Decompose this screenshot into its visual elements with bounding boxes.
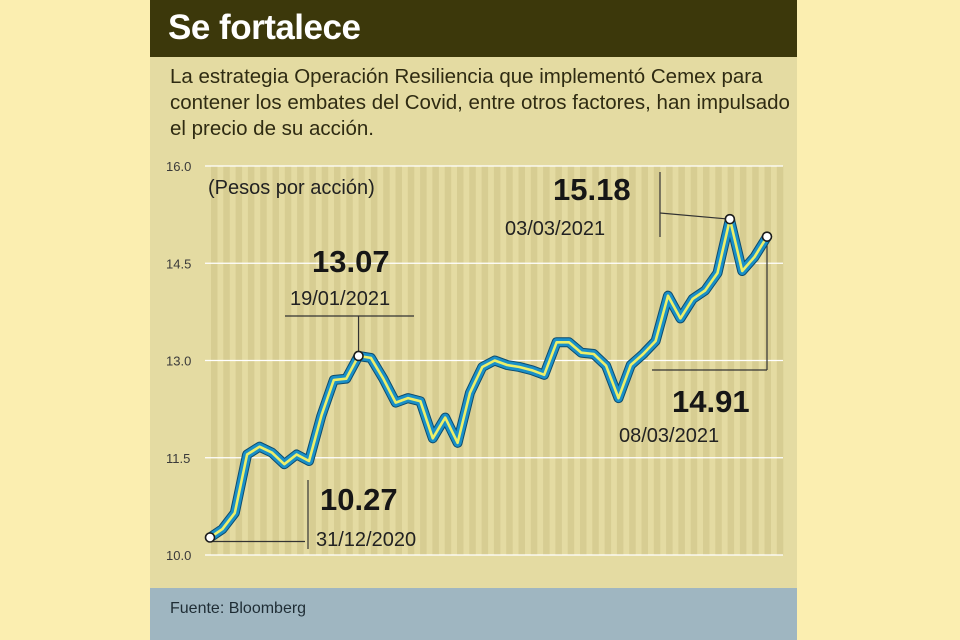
chart-subtitle: La estrategia Operación Resiliencia que … <box>170 65 790 140</box>
leader-peak-h <box>659 212 730 220</box>
y-tick-label: 14.5 <box>166 256 191 271</box>
y-tick-label: 11.5 <box>166 451 190 466</box>
series-line-inner <box>208 217 769 539</box>
annotation-value-start: 10.27 <box>320 482 398 517</box>
marker-14.91 <box>761 231 773 242</box>
footer-bar: Fuente: Bloomberg <box>150 588 797 640</box>
title-bar: Se fortalece <box>150 0 797 57</box>
marker-13.07 <box>353 350 364 362</box>
annotation-value-end: 14.91 <box>672 384 750 419</box>
unit-label: (Pesos por acción) <box>208 177 375 199</box>
annotation-date-jan: 19/01/2021 <box>290 288 390 310</box>
annotation-value-jan: 13.07 <box>312 244 390 279</box>
annotation-date-end: 08/03/2021 <box>619 425 719 447</box>
y-tick-label: 16.0 <box>166 159 191 174</box>
y-tick-label: 13.0 <box>166 354 191 369</box>
marker-10.27 <box>204 532 216 543</box>
chart-title: Se fortalece <box>168 8 361 47</box>
source-credit: Fuente: Bloomberg <box>170 600 307 617</box>
y-tick-label: 10.0 <box>166 548 191 563</box>
y-axis-ticks: 10.0 11.5 13.0 14.5 16.0 <box>166 159 191 563</box>
annotation-markers <box>204 213 773 543</box>
annotation-value-peak: 15.18 <box>553 172 631 207</box>
marker-15.18 <box>724 213 736 225</box>
series-lines <box>205 214 772 543</box>
annotation-date-peak: 03/03/2021 <box>505 218 605 240</box>
annotation-date-start: 31/12/2020 <box>316 529 416 551</box>
